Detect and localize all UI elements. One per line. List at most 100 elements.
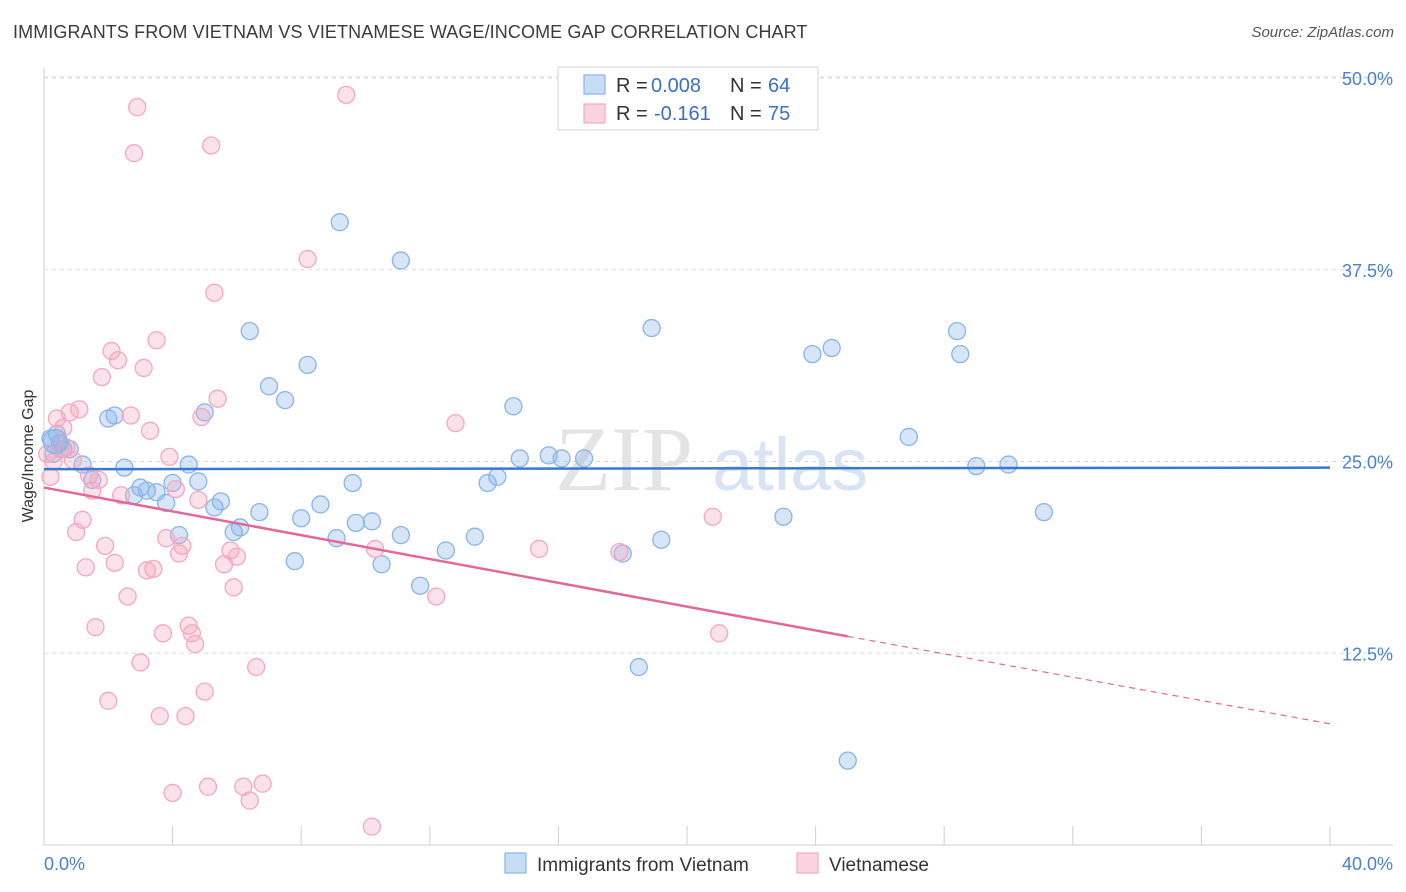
point-vietnam-27 <box>259 377 279 396</box>
y-tick-label-3: 50.0% <box>1342 69 1393 89</box>
point-vietnamese-52 <box>208 389 227 408</box>
point-vietnamese-19 <box>99 691 118 710</box>
point-vietnamese-38 <box>163 783 182 802</box>
point-vietnamese-37 <box>160 447 179 467</box>
point-vietnamese-33 <box>147 331 166 350</box>
point-vietnamese-8 <box>63 450 83 470</box>
point-vietnamese-23 <box>112 486 131 505</box>
legend-r-value-2: -0.161 <box>654 103 711 125</box>
legend-n-label-1: N = <box>730 75 762 97</box>
legend-swatch-pink <box>583 103 606 124</box>
chart-title: IMMIGRANTS FROM VIETNAM VS VIETNAMESE WA… <box>13 22 808 42</box>
point-vietnam-10 <box>115 458 134 477</box>
series-legend-label-1: Immigrants from Vietnam <box>537 855 749 876</box>
point-vietnamese-32 <box>144 559 163 579</box>
point-vietnamese-27 <box>128 97 147 117</box>
point-vietnamese-51 <box>205 283 224 302</box>
point-vietnam-54 <box>652 530 671 549</box>
series-legend-swatch-pink <box>796 852 819 874</box>
point-vietnamese-25 <box>121 406 140 425</box>
point-vietnamese-41 <box>173 536 192 556</box>
point-vietnamese-69 <box>703 507 722 526</box>
data-points <box>38 85 1054 836</box>
point-vietnamese-15 <box>86 618 105 637</box>
point-vietnamese-66 <box>446 413 465 433</box>
point-vietnamese-12 <box>76 558 95 577</box>
legend-n-label-2: N = <box>730 103 762 125</box>
legend-r-value-1: 0.008 <box>651 75 701 97</box>
series-legend-label-2: Vietnamese <box>829 855 929 876</box>
point-vietnamese-47 <box>192 407 211 427</box>
y-tick-labels: 12.5% 25.0% 37.5% 50.0% <box>1342 69 1393 664</box>
point-vietnamese-55 <box>224 578 243 597</box>
point-vietnam-57 <box>822 338 841 358</box>
legend-n-value-2: 75 <box>768 103 790 125</box>
point-vietnam-38 <box>372 555 391 574</box>
point-vietnam-58 <box>838 751 857 770</box>
point-vietnamese-17 <box>92 367 112 387</box>
y-tick-label-2: 37.5% <box>1342 261 1393 281</box>
trend-line-ext-1 <box>847 635 1331 725</box>
point-vietnam-55 <box>774 507 793 526</box>
point-vietnam-60 <box>947 321 967 341</box>
point-vietnamese-35 <box>153 624 173 643</box>
x-tick-label-right: 40.0% <box>1342 854 1393 874</box>
point-vietnam-61 <box>951 344 970 364</box>
y-axis-label: Wage/Income Gap <box>20 390 37 523</box>
point-vietnam-25 <box>240 321 259 341</box>
x-ticks <box>172 826 1331 845</box>
point-vietnamese-49 <box>198 777 218 796</box>
point-vietnamese-26 <box>124 144 144 163</box>
point-vietnamese-45 <box>185 634 205 654</box>
point-vietnam-63 <box>999 455 1018 474</box>
point-vietnamese-70 <box>710 624 729 643</box>
point-vietnamese-36 <box>157 529 176 548</box>
point-vietnamese-67 <box>529 539 549 559</box>
point-vietnamese-11 <box>73 510 92 529</box>
point-vietnam-32 <box>311 495 330 514</box>
point-vietnamese-58 <box>240 791 259 810</box>
gridlines <box>44 76 1393 654</box>
point-vietnam-37 <box>362 512 382 531</box>
point-vietnamese-22 <box>108 351 128 370</box>
point-vietnam-31 <box>298 355 317 375</box>
series-legend: Immigrants from Vietnam Vietnamese <box>504 852 929 876</box>
point-vietnam-29 <box>285 552 304 571</box>
series-legend-swatch-blue <box>504 852 527 874</box>
point-vietnam-33 <box>327 529 346 548</box>
point-vietnam-36 <box>346 513 366 533</box>
trend-line-0 <box>43 466 1331 471</box>
point-vietnamese-39 <box>166 479 185 499</box>
stats-legend: R = 0.008 N = 64 R = -0.161 N = 75 <box>557 66 819 131</box>
point-vietnam-34 <box>330 213 349 232</box>
legend-r-label-2: R = <box>616 103 648 125</box>
point-vietnamese-30 <box>137 561 157 580</box>
point-vietnam-18 <box>179 455 198 474</box>
point-vietnamese-21 <box>105 553 124 572</box>
point-vietnam-46 <box>504 397 523 416</box>
point-vietnamese-63 <box>362 817 382 836</box>
point-vietnamese-59 <box>247 657 266 677</box>
point-vietnam-41 <box>411 576 430 595</box>
point-vietnam-9 <box>105 406 124 425</box>
point-vietnamese-50 <box>202 136 221 155</box>
point-vietnamese-60 <box>253 774 272 793</box>
point-vietnam-52 <box>629 657 648 677</box>
point-vietnam-62 <box>967 456 986 476</box>
point-vietnamese-28 <box>131 653 150 672</box>
legend-n-value-1: 64 <box>768 75 790 97</box>
y-tick-label-1: 25.0% <box>1342 453 1393 473</box>
point-vietnam-40 <box>391 525 411 545</box>
point-vietnamese-5 <box>54 418 73 437</box>
point-vietnam-64 <box>1034 502 1054 522</box>
point-vietnamese-42 <box>176 706 195 726</box>
point-vietnam-35 <box>343 473 362 493</box>
y-tick-label-0: 12.5% <box>1342 644 1393 664</box>
legend-r-label-1: R = <box>616 75 648 97</box>
point-vietnamese-10 <box>70 400 89 419</box>
legend-swatch-blue <box>583 74 606 95</box>
point-vietnamese-61 <box>298 249 317 269</box>
point-vietnamese-34 <box>150 706 169 726</box>
point-vietnamese-48 <box>195 682 214 701</box>
point-vietnam-cluster <box>42 428 68 455</box>
